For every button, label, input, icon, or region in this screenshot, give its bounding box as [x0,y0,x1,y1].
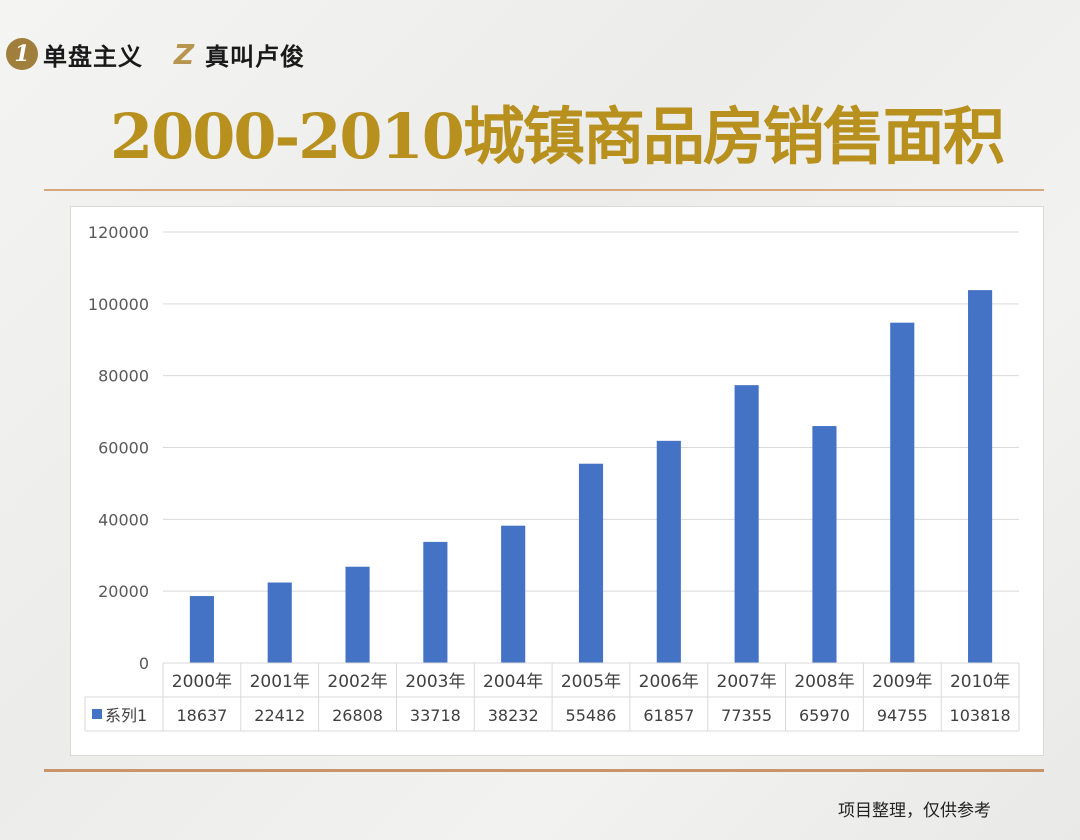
data-table-value: 94755 [877,706,928,725]
data-table-value: 61857 [643,706,694,725]
data-table-value: 33718 [410,706,461,725]
chart-panel: 0 20000 40000 60000 80000 100000 120000 2000年 18… [70,206,1044,756]
footer-note: 项目整理，仅供参考 [838,801,991,821]
bar [501,525,526,663]
legend-key [92,709,102,719]
bar [345,566,370,663]
bar [812,426,837,663]
bar [578,463,604,663]
brand-label-2: 真叫卢俊 [205,42,305,71]
bar [968,290,993,663]
x-tick-label: 2005年 [561,672,621,692]
x-tick-label: 2002年 [327,672,387,692]
bar-chart: 0 20000 40000 60000 80000 100000 120000 2000年 18… [84,223,1020,732]
data-table-value: 38232 [488,706,539,725]
bar [890,322,915,663]
bar [423,541,448,663]
x-tick-label: 2001年 [250,672,310,692]
brand-bar: 1 单盘主义 Z 真叫卢俊 [6,36,305,72]
legend-label: 系列1 [105,706,147,725]
data-table-value: 103818 [950,706,1011,725]
number-one-icon: 1 [6,38,38,70]
y-tick-label: 120000 [88,223,149,242]
x-tick-label: 2000年 [172,672,232,692]
bar [734,385,759,663]
data-table-value: 18637 [176,706,227,725]
data-table-value: 55486 [566,706,617,725]
brand-label: 单盘主义 [43,42,143,71]
y-tick-label: 20000 [98,582,149,601]
y-tick-label: 0 [139,654,149,673]
data-table-value: 22412 [254,706,305,725]
page-title: 2000-2010城镇商品房销售面积 [110,100,1005,173]
y-tick-label: 100000 [88,295,149,314]
y-tick-label: 80000 [98,367,149,386]
x-tick-label: 2007年 [717,672,777,692]
y-tick-label: 40000 [98,510,149,529]
x-tick-label: 2004年 [483,672,543,692]
data-table-value: 26808 [332,706,383,725]
bar [189,596,214,663]
bar [267,582,292,663]
bar [656,440,681,663]
x-tick-label: 2009年 [872,672,932,692]
top-divider [44,189,1044,191]
x-tick-label: 2010年 [950,672,1010,692]
y-tick-label: 60000 [98,439,149,458]
x-tick-label: 2008年 [794,672,854,692]
x-tick-label: 2003年 [405,672,465,692]
data-table-value: 77355 [721,706,772,725]
data-table-value: 65970 [799,706,850,725]
x-tick-label: 2006年 [639,672,699,692]
z-logo-icon: Z [173,37,195,71]
bottom-divider [44,769,1044,772]
